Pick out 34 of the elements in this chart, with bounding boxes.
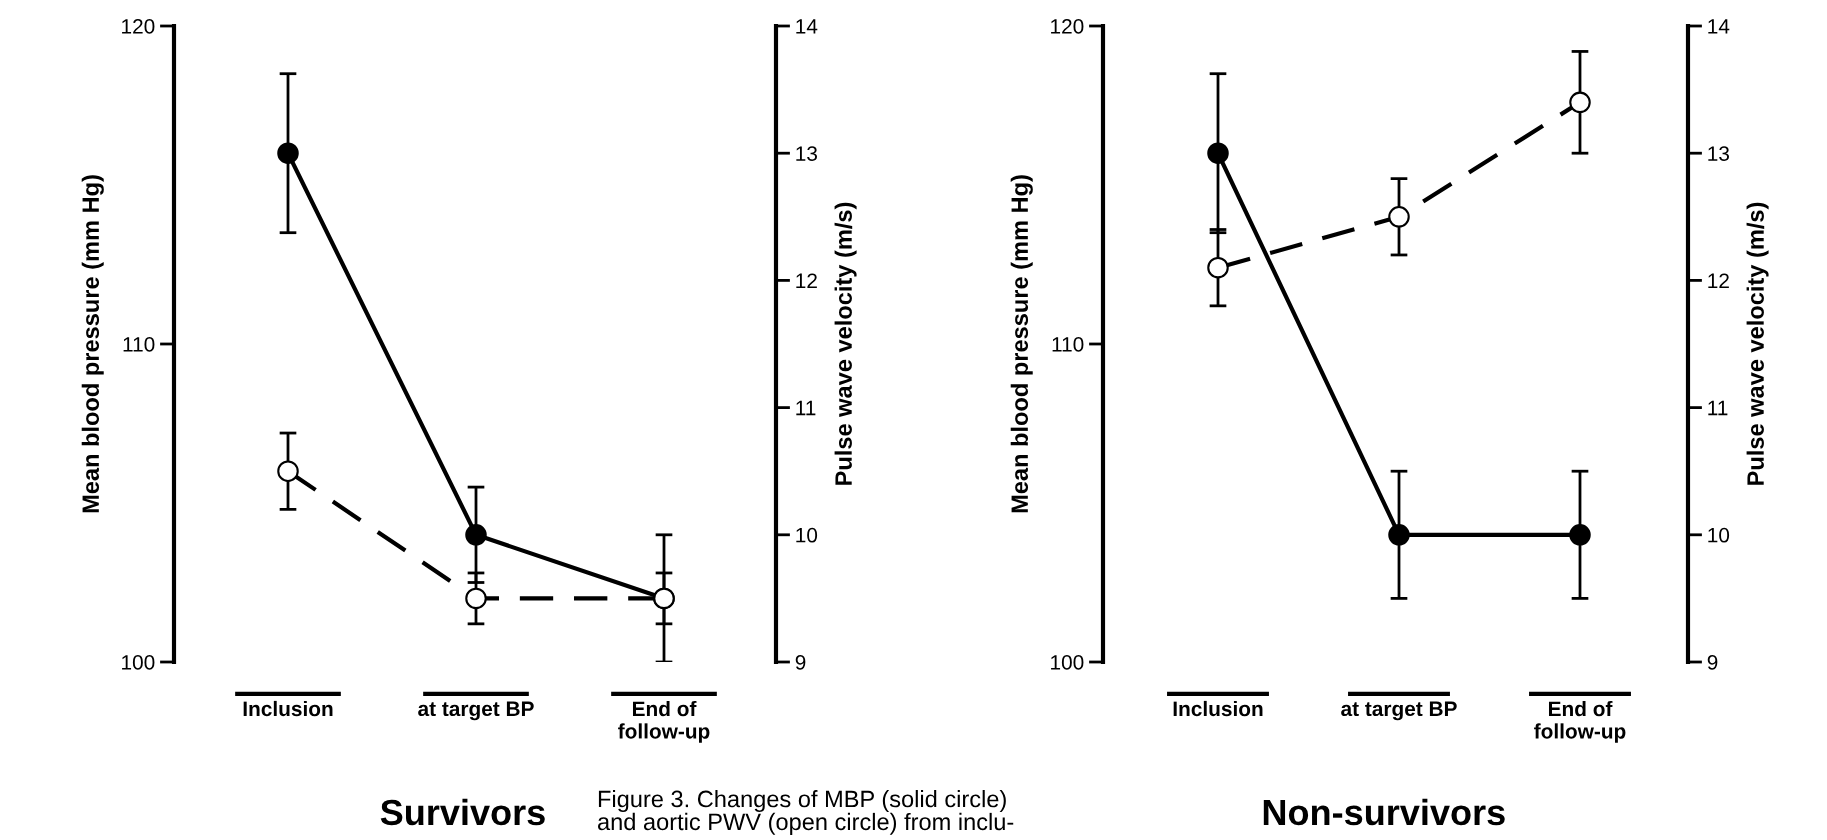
y2-tick-label: 12 (796, 273, 817, 288)
y2-tick-label: 13 (1708, 146, 1730, 161)
y-tick-label: 100 (1051, 655, 1084, 670)
y-tick-label: 120 (1051, 19, 1084, 34)
y-tick-label: 100 (122, 655, 155, 670)
point (1388, 206, 1410, 228)
y2-tick-label: 13 (796, 146, 818, 161)
point (1207, 256, 1229, 279)
y-axis-title: Mean blood pressure (mm Hg) (1010, 175, 1033, 513)
x-tick-label: End of follow-up (618, 700, 710, 743)
x-tick-label: at target BP (418, 701, 534, 721)
y2-tick-label: 12 (1708, 273, 1729, 288)
y-tick-label: 120 (122, 19, 155, 34)
x-tick-label: at target BP (1341, 701, 1457, 721)
x-tick-label: Inclusion (243, 700, 333, 717)
text: Non-survivors (1263, 798, 1505, 826)
point (1569, 91, 1591, 114)
y2-tick-label: 14 (796, 19, 818, 34)
y-tick-label: 110 (1052, 337, 1084, 352)
y2-tick-label: 9 (795, 655, 806, 670)
y-tick-label: 110 (123, 337, 155, 352)
y2-tick-label: 14 (1708, 19, 1730, 34)
y-axis-title: Mean blood pressure (mm Hg) (81, 175, 104, 513)
y2-tick-label: 10 (1708, 527, 1730, 543)
y2-tick-label: 9 (1707, 655, 1718, 670)
caption: Figure 3. Changes of MBP (solid circle) and aortic PWV (open circle) from inclu- (598, 790, 1014, 835)
y2-tick-label: 11 (796, 400, 816, 416)
y2-tick-label: 11 (1708, 400, 1728, 416)
x-tick-label: Inclusion (1173, 700, 1263, 717)
text: Survivors (380, 798, 545, 826)
x-tick-label: End of follow-up (1534, 700, 1626, 743)
y2-axis-title: Pulse wave velocity (m/s) (834, 202, 857, 485)
y2-tick-label: 10 (796, 527, 818, 543)
y2-axis-title: Pulse wave velocity (m/s) (1746, 202, 1769, 485)
